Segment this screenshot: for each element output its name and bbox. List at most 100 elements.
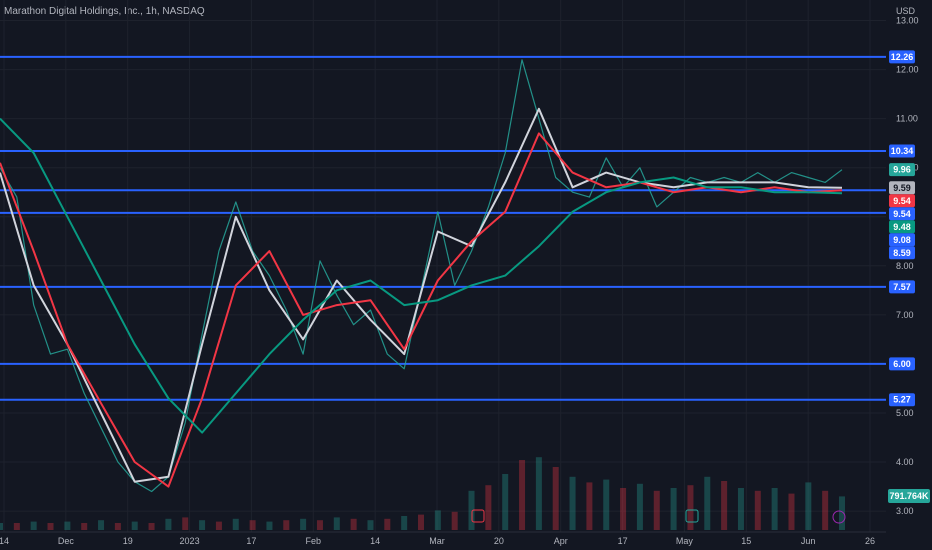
volume-bar [737, 488, 744, 530]
volume-bar [754, 490, 761, 530]
volume-bar [98, 520, 105, 530]
price-badge-label: 9.54 [893, 196, 911, 206]
x-tick-label: Apr [554, 536, 568, 546]
volume-bar [131, 521, 138, 530]
volume-bar [232, 518, 239, 530]
volume-bar [636, 483, 643, 530]
volume-bar [401, 516, 408, 530]
volume-bar [64, 521, 71, 530]
y-tick-label: 8.00 [896, 261, 914, 271]
earnings-icon [471, 509, 485, 523]
earnings-icon [685, 509, 699, 523]
earnings-icon-frame [685, 509, 699, 523]
time-axis: 14 Dec 19 2023 17 Feb 14 Mar 20 Apr 17 May 15 Jun 26 [0, 531, 932, 550]
volume-bar [13, 523, 20, 530]
volume-bar [300, 518, 307, 530]
price-badge [889, 246, 915, 260]
price-badge [889, 280, 915, 294]
volume-bar [199, 520, 206, 530]
volume-bar [384, 518, 391, 530]
series-line-price [0, 59, 843, 493]
price-badge [889, 194, 915, 208]
volume-bar [165, 518, 172, 530]
volume-bar [620, 488, 627, 530]
volume-bar [653, 490, 660, 530]
volume-bar [418, 514, 424, 530]
volume-bar [249, 520, 256, 530]
volume-bar [569, 476, 576, 530]
price-badge [889, 163, 915, 177]
y-tick-label: 3.00 [896, 506, 914, 516]
x-tick-label: 15 [741, 536, 751, 546]
volume-bar [451, 511, 458, 530]
volume-bar [552, 467, 559, 530]
x-tick-label: 20 [494, 536, 504, 546]
y-tick-label: 7.00 [896, 310, 914, 320]
volume-bar [350, 518, 357, 530]
y-tick-label: 12.00 [896, 65, 919, 75]
volume-bar [434, 510, 441, 530]
y-tick-label: 5.00 [896, 408, 914, 418]
volume-bar [670, 488, 677, 530]
volume-badge-label: 791.764K [889, 491, 929, 501]
x-tick-label: Feb [306, 536, 322, 546]
x-tick-label: 17 [246, 536, 256, 546]
price-badge-label: 9.08 [893, 235, 911, 245]
price-badge-label: 9.48 [893, 222, 911, 232]
y-tick-label: 13.00 [896, 16, 919, 26]
volume-bar [47, 523, 54, 530]
volume-bar [468, 490, 475, 530]
price-badge-label: 7.57 [893, 282, 911, 292]
volume-bar [687, 485, 694, 530]
volume-bar [586, 482, 593, 530]
series-line-ma_fast [0, 107, 843, 483]
price-badge [889, 50, 915, 64]
price-axis: USD3.004.005.006.007.008.009.0010.0011.0… [886, 0, 932, 550]
price-badge-label: 10.34 [891, 146, 914, 156]
volume-bar [182, 517, 189, 530]
x-tick-label: 17 [618, 536, 628, 546]
volume-bar [0, 523, 3, 530]
x-tick-label: 14 [0, 536, 9, 546]
volume-bar [502, 474, 509, 530]
volume-bar [333, 517, 340, 530]
volume-bars [0, 457, 845, 530]
volume-bar [519, 460, 526, 530]
price-badge [889, 357, 915, 371]
price-badge-label: 9.96 [893, 165, 911, 175]
volume-bar [367, 520, 374, 530]
volume-bar [704, 476, 711, 530]
x-tick-label: 26 [865, 536, 875, 546]
series-lines [0, 59, 843, 493]
volume-bar [603, 479, 610, 530]
volume-bar [316, 520, 323, 530]
chart-title: Marathon Digital Holdings, Inc., 1h, NAS… [4, 6, 205, 17]
split-icon [832, 510, 846, 524]
price-badge-label: 12.26 [891, 52, 914, 62]
volume-bar [805, 482, 812, 530]
price-badge [889, 144, 915, 158]
volume-badge [888, 489, 930, 503]
price-badge [889, 220, 915, 234]
price-badge-label: 9.54 [893, 209, 911, 219]
volume-bar [30, 521, 37, 530]
price-badge-label: 5.27 [893, 395, 911, 405]
x-tick-label: Jun [801, 536, 816, 546]
earnings-icon-frame [471, 509, 485, 523]
series-line-ma_slow [0, 117, 843, 434]
series-line-ma_mid [0, 132, 843, 488]
volume-bar [283, 520, 290, 530]
volume-bar [114, 523, 121, 530]
time-axis-bg [0, 532, 932, 550]
price-badge-label: 8.59 [893, 248, 911, 258]
price-badge [889, 181, 915, 195]
x-tick-label: 14 [370, 536, 380, 546]
y-tick-label: 4.00 [896, 457, 914, 467]
price-badge-label: 9.59 [893, 183, 911, 193]
event-markers [471, 509, 846, 524]
horizontal-levels [0, 55, 886, 401]
volume-bar [822, 490, 829, 530]
x-tick-label: 19 [123, 536, 133, 546]
price-badge [889, 393, 915, 407]
